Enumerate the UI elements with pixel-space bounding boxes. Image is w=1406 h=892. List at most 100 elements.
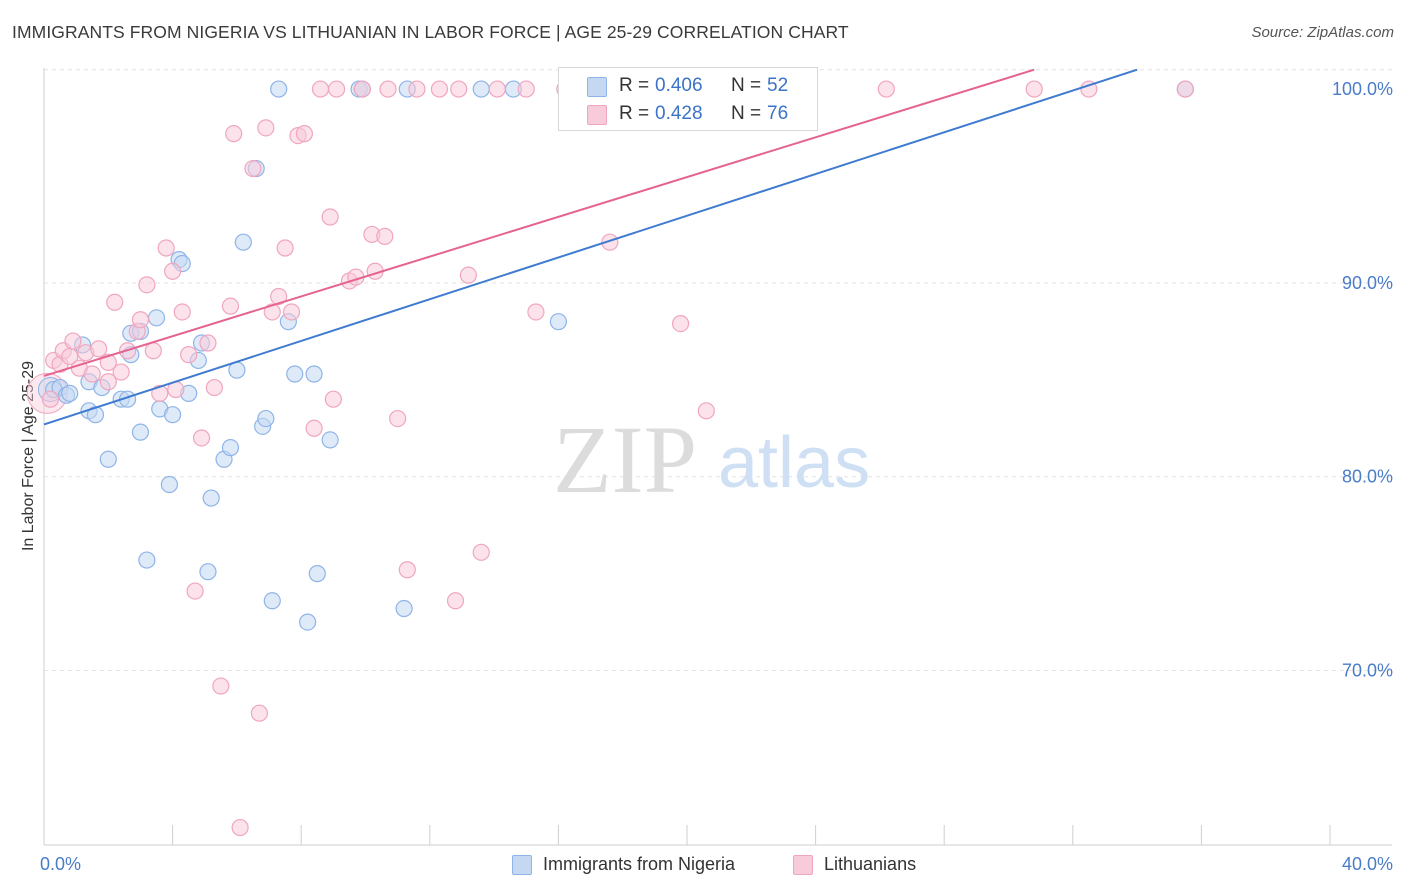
nigeria-point bbox=[234, 233, 252, 251]
lithuanians-trend-line bbox=[43, 68, 1035, 377]
y-tick-label: 90.0% bbox=[1342, 273, 1393, 293]
lithuanians-point bbox=[305, 419, 323, 437]
lithuanians-point bbox=[321, 208, 339, 226]
watermark: ZIP atlas bbox=[553, 406, 870, 513]
lithuanians-point bbox=[324, 390, 342, 408]
lithuanians-point bbox=[398, 561, 416, 579]
lithuanians-legend-swatch bbox=[793, 855, 813, 875]
trend-lines bbox=[43, 68, 1138, 426]
nigeria-point bbox=[321, 431, 339, 449]
y-tick-label: 100.0% bbox=[1332, 79, 1393, 99]
lithuanians-point bbox=[180, 346, 198, 364]
lithuanians-point bbox=[472, 543, 490, 561]
lithuanians-point bbox=[353, 80, 371, 98]
nigeria-point bbox=[131, 423, 150, 441]
lithuanians-point bbox=[295, 125, 314, 143]
lithuanians-point bbox=[697, 402, 715, 420]
lithuanians-point bbox=[601, 233, 619, 251]
lithuanians-point bbox=[244, 159, 262, 178]
lithuanians-point bbox=[192, 429, 211, 447]
gridlines bbox=[44, 69, 1392, 672]
lithuanians-point bbox=[517, 80, 535, 98]
n-value: 52 bbox=[767, 75, 789, 96]
lithuanians-point bbox=[231, 818, 249, 837]
lithuanians-swatch bbox=[587, 105, 607, 125]
watermark-zip: ZIP bbox=[553, 406, 697, 513]
lithuanians-point bbox=[1176, 80, 1194, 98]
lithuanians-point bbox=[212, 677, 230, 695]
nigeria-point bbox=[263, 592, 281, 610]
lithuanians-point bbox=[257, 119, 275, 137]
nigeria-point bbox=[61, 384, 79, 402]
lithuanians-point bbox=[225, 125, 243, 143]
nigeria-point bbox=[138, 551, 156, 569]
x-tick-labels: 0.0% 40.0% bbox=[40, 854, 1393, 874]
nigeria-point bbox=[221, 439, 240, 457]
nigeria-point bbox=[160, 475, 178, 494]
lithuanians-point bbox=[263, 303, 281, 321]
nigeria-point bbox=[308, 565, 326, 583]
r-value: 0.406 bbox=[655, 75, 703, 96]
lithuanians-point bbox=[379, 80, 397, 98]
lithuanians-point bbox=[157, 239, 175, 257]
nigeria-point bbox=[147, 309, 166, 327]
r-value: 0.428 bbox=[655, 103, 703, 124]
lithuanians-point bbox=[186, 582, 204, 600]
lithuanians-point bbox=[250, 704, 269, 722]
lithuanians-point bbox=[99, 353, 117, 371]
nigeria-point bbox=[549, 313, 568, 331]
axes bbox=[43, 68, 1392, 846]
n-label: N = bbox=[731, 103, 762, 124]
x-tick-label: 0.0% bbox=[40, 854, 81, 874]
nigeria-point bbox=[99, 450, 117, 468]
nigeria-points bbox=[45, 80, 1194, 631]
lithuanians-point bbox=[90, 340, 108, 358]
nigeria-point bbox=[202, 489, 220, 507]
nigeria-trend-line bbox=[43, 68, 1138, 426]
lithuanians-point bbox=[430, 80, 449, 98]
y-tick-label: 80.0% bbox=[1342, 467, 1393, 487]
lithuanians-point bbox=[112, 363, 130, 381]
lithuanians-point bbox=[1025, 80, 1043, 98]
lithuanians-point bbox=[527, 303, 545, 321]
y-tick-label: 70.0% bbox=[1342, 661, 1393, 681]
x-tick-label: 40.0% bbox=[1342, 854, 1393, 874]
lithuanians-point bbox=[205, 378, 223, 397]
lithuanians-point bbox=[144, 342, 162, 360]
watermark-atlas: atlas bbox=[718, 423, 870, 503]
lithuanians-point bbox=[83, 365, 101, 383]
nigeria-point bbox=[286, 365, 304, 383]
source-credit: Source: ZipAtlas.com bbox=[1251, 24, 1394, 41]
legend-label: Lithuanians bbox=[824, 854, 917, 874]
nigeria-point bbox=[472, 80, 490, 98]
lithuanians-point bbox=[459, 266, 477, 284]
stats-legend: R = 0.406 N = 52 R = 0.428 N = 76 bbox=[558, 67, 818, 131]
lithuanians-point bbox=[389, 409, 407, 428]
lithuanians-point bbox=[151, 384, 169, 402]
nigeria-point bbox=[395, 599, 413, 618]
lithuanians-point bbox=[276, 239, 294, 257]
lithuanians-point bbox=[41, 390, 60, 408]
lithuanians-point bbox=[877, 80, 895, 98]
y-tick-labels: 70.0% 80.0% 90.0% 100.0% bbox=[1332, 79, 1393, 680]
lithuanians-point bbox=[408, 80, 426, 98]
lithuanians-point bbox=[282, 303, 301, 321]
lithuanians-point bbox=[327, 80, 346, 98]
nigeria-point bbox=[199, 563, 217, 581]
lithuanians-point bbox=[106, 293, 124, 311]
lithuanians-point bbox=[311, 80, 330, 98]
lithuanians-point bbox=[221, 297, 240, 315]
n-value: 76 bbox=[767, 103, 789, 124]
stats-row-lithuanians: R = 0.428 N = 76 bbox=[559, 100, 817, 128]
lithuanians-point bbox=[99, 373, 117, 391]
lithuanians-point bbox=[131, 311, 150, 329]
nigeria-point bbox=[164, 406, 182, 424]
lithuanians-point bbox=[450, 80, 468, 98]
legend-label: Immigrants from Nigeria bbox=[543, 854, 736, 874]
lithuanians-point bbox=[164, 262, 182, 280]
stats-row-nigeria: R = 0.406 N = 52 bbox=[559, 72, 817, 100]
nigeria-legend-swatch bbox=[512, 855, 532, 875]
r-label: R = bbox=[619, 75, 650, 96]
nigeria-point bbox=[305, 365, 323, 383]
lithuanians-point bbox=[64, 332, 82, 350]
